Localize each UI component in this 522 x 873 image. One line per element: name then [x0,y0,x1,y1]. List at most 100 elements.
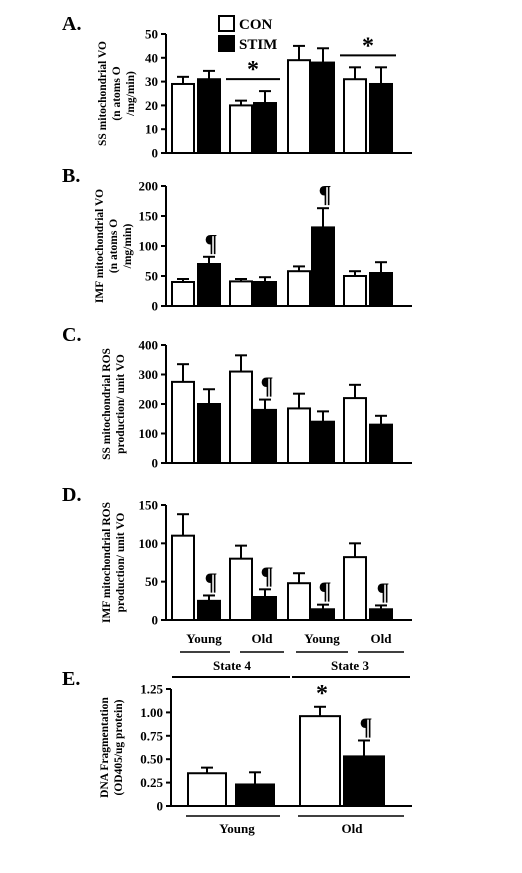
bar-con [229,557,253,622]
bar-con [187,772,227,807]
significance-marker: * [247,57,259,83]
y-tick-label: 0 [152,146,159,161]
legend-label-stim: STIM [239,37,277,53]
bar-stim [369,82,393,154]
age-label-old-state3: Old [371,631,393,646]
y-axis-label: IMF mitochondrial ROS [101,502,113,623]
bar-con [287,59,311,154]
significance-marker: ¶ [205,569,218,595]
bar-stim [253,281,277,307]
age-label-old-state4: Old [252,631,274,646]
bar-stim [197,78,221,154]
bar-con [343,78,367,154]
bar-stim [311,420,335,465]
y-tick-label: 100 [139,536,159,551]
significance-marker: ¶ [319,182,332,208]
y-axis-label: /mg/min) [122,223,134,269]
bar-stim [253,408,277,464]
y-tick-label: 100 [139,426,159,441]
bar-con [287,582,311,622]
y-axis-label: SS mitochondrial ROS [101,348,113,460]
y-tick-label: 0 [152,456,159,471]
significance-marker: ¶ [205,231,218,257]
panel-c-chart: C. 0 100 200 300 400 SS mitochondrial ROS produ… [62,324,412,471]
bar-stim [311,608,335,621]
bar-stim [369,423,393,464]
y-tick-label: 400 [139,338,159,353]
bar-stim [253,102,277,154]
group-labels-d: Young Old Young Old State 4 State 3 [172,631,410,678]
panel-d-chart: D. 0 50 100 150 IMF mitochondrial ROS producti… [62,484,412,628]
panel-a-chart: A. 0 10 20 30 40 50 SS mitochondrial VO (n atoms… [62,13,412,161]
y-tick-label: 150 [139,209,159,224]
y-tick-label: 20 [145,98,158,113]
y-axis-label: IMF mitochondrial VO [94,189,106,303]
y-tick-label: 200 [139,397,159,412]
panel-label: B. [62,165,80,187]
bar-stim [311,61,335,155]
bar-con [229,370,253,464]
significance-marker: ¶ [360,714,373,740]
y-axis-label: production/ unit VO [115,513,127,613]
bar-con [287,270,311,308]
y-tick-label: 50 [145,27,158,42]
y-tick-label: 10 [145,122,158,137]
category-label-old: Old [342,821,364,836]
state-label-3: State 3 [331,658,369,673]
y-axis-label: (OD405/ug protein) [113,699,125,795]
significance-marker: ¶ [377,579,390,605]
panel-e-chart: E. 0 0.25 0.50 0.75 1.00 1.25 DNA Fragmentation… [62,668,412,814]
bar-con [299,715,341,807]
legend-label-con: CON [239,17,273,33]
y-tick-label: 50 [145,574,158,589]
bar-con [171,534,195,622]
bar-con [171,82,195,154]
y-axis-label: (n atoms O [111,66,123,120]
panel-label: E. [62,668,80,690]
bar-con [343,397,367,465]
y-tick-label: 100 [139,239,159,254]
bar-stim [369,608,393,621]
state-label-4: State 4 [213,658,251,673]
bar-con [171,380,195,464]
bar-con [343,556,367,622]
y-axis-label: /mg/min) [125,71,137,117]
y-tick-label: 200 [139,179,159,194]
bar-stim [253,596,277,621]
y-tick-label: 0.50 [140,752,163,767]
y-tick-label: 50 [145,269,158,284]
y-tick-label: 300 [139,367,159,382]
y-tick-label: 0 [152,299,159,314]
bar-con [229,280,253,307]
y-tick-label: 150 [139,498,159,513]
legend: CON STIM [218,15,277,53]
y-axis-label: (n atoms O [108,219,120,273]
y-axis-label: DNA Fragmentation [99,697,111,798]
significance-marker: ¶ [261,374,274,400]
y-tick-label: 0 [157,799,164,814]
legend-swatch-con [218,15,235,32]
panel-label: C. [62,324,81,346]
age-label-young-state3: Young [304,631,340,646]
bar-con [229,104,253,154]
bar-stim [197,263,221,307]
category-label-young: Young [219,821,255,836]
y-tick-label: 0 [152,613,159,628]
significance-marker: ¶ [319,579,332,605]
significance-marker: * [362,33,374,59]
panel-b-chart: B. 0 50 100 150 200 IMF mitochondrial VO (n ato… [62,165,412,314]
panel-label: D. [62,484,81,506]
age-label-young-state4: Young [186,631,222,646]
y-tick-label: 40 [145,50,158,65]
significance-marker: * [316,681,328,707]
bar-stim [197,403,221,464]
bar-con [287,407,311,464]
panel-label: A. [62,13,81,35]
bar-con [343,275,367,307]
bar-stim [343,755,385,808]
y-axis-label: production/ unit VO [115,354,127,454]
bar-stim [369,272,393,307]
y-tick-label: 0.75 [140,728,163,743]
bar-stim [311,226,335,307]
